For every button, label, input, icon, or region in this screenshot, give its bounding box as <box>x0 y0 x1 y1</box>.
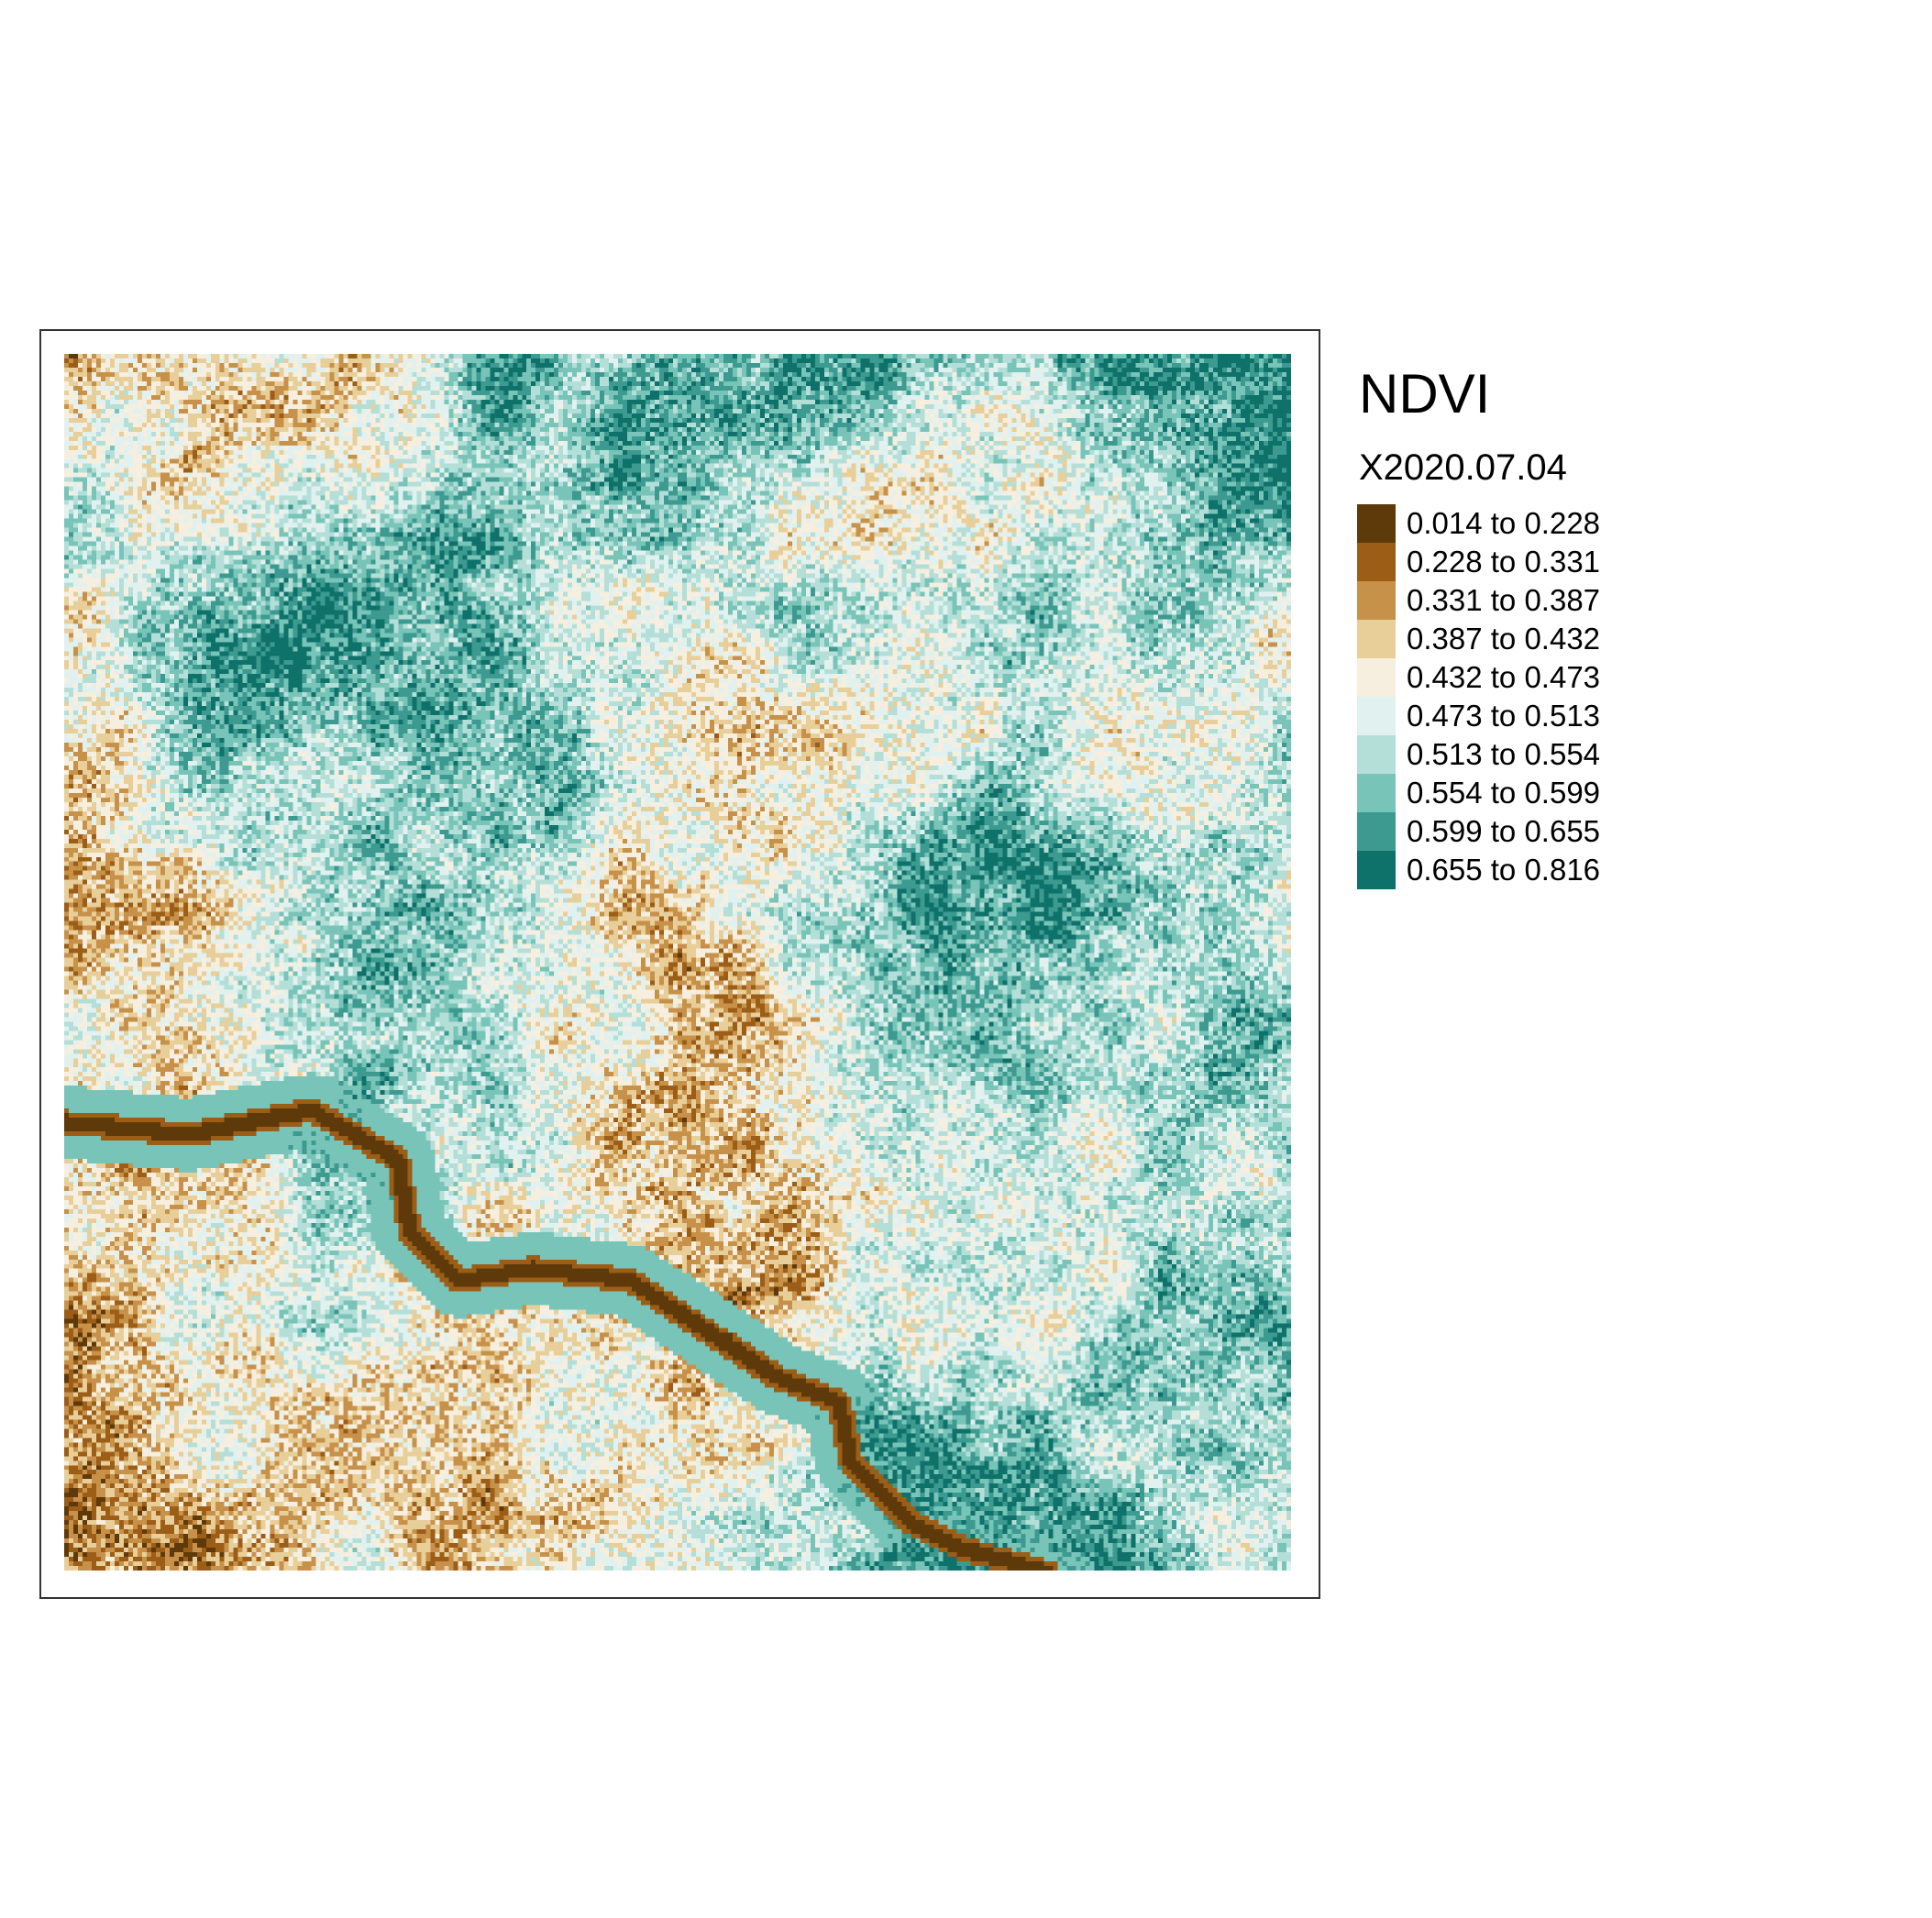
legend-subtitle: X2020.07.04 <box>1359 447 1567 488</box>
legend-swatch <box>1357 697 1396 735</box>
legend-item: 0.599 to 0.655 <box>1357 812 1871 851</box>
legend-swatch <box>1357 620 1396 658</box>
legend-item: 0.473 to 0.513 <box>1357 697 1871 735</box>
legend-classes: 0.014 to 0.228 0.228 to 0.331 0.331 to 0… <box>1357 504 1871 889</box>
legend-swatch <box>1357 735 1396 774</box>
legend-label: 0.387 to 0.432 <box>1407 622 1601 656</box>
legend-item: 0.513 to 0.554 <box>1357 735 1871 774</box>
legend-item: 0.432 to 0.473 <box>1357 658 1871 697</box>
legend-swatch <box>1357 504 1396 543</box>
legend-swatch <box>1357 774 1396 812</box>
legend-item: 0.655 to 0.816 <box>1357 851 1871 889</box>
legend-label: 0.014 to 0.228 <box>1407 506 1601 540</box>
legend-swatch <box>1357 581 1396 620</box>
legend-label: 0.432 to 0.473 <box>1407 660 1601 694</box>
legend-item: 0.387 to 0.432 <box>1357 620 1871 658</box>
legend-label: 0.599 to 0.655 <box>1407 814 1601 848</box>
legend-label: 0.331 to 0.387 <box>1407 583 1601 617</box>
legend-item: 0.014 to 0.228 <box>1357 504 1871 543</box>
legend-swatch <box>1357 851 1396 889</box>
legend-swatch <box>1357 543 1396 581</box>
legend-label: 0.554 to 0.599 <box>1407 776 1601 810</box>
legend-swatch <box>1357 658 1396 697</box>
legend-item: 0.554 to 0.599 <box>1357 774 1871 812</box>
legend-label: 0.228 to 0.331 <box>1407 545 1601 579</box>
legend-item: 0.331 to 0.387 <box>1357 581 1871 620</box>
legend-title: NDVI <box>1359 363 1491 424</box>
legend-label: 0.473 to 0.513 <box>1407 699 1601 733</box>
legend-item: 0.228 to 0.331 <box>1357 543 1871 581</box>
legend-swatch <box>1357 812 1396 851</box>
ndvi-raster-map[interactable] <box>64 354 1291 1571</box>
legend-label: 0.655 to 0.816 <box>1407 853 1601 887</box>
legend: NDVI X2020.07.04 0.014 to 0.228 0.228 to… <box>1357 367 1871 889</box>
legend-label: 0.513 to 0.554 <box>1407 737 1601 771</box>
